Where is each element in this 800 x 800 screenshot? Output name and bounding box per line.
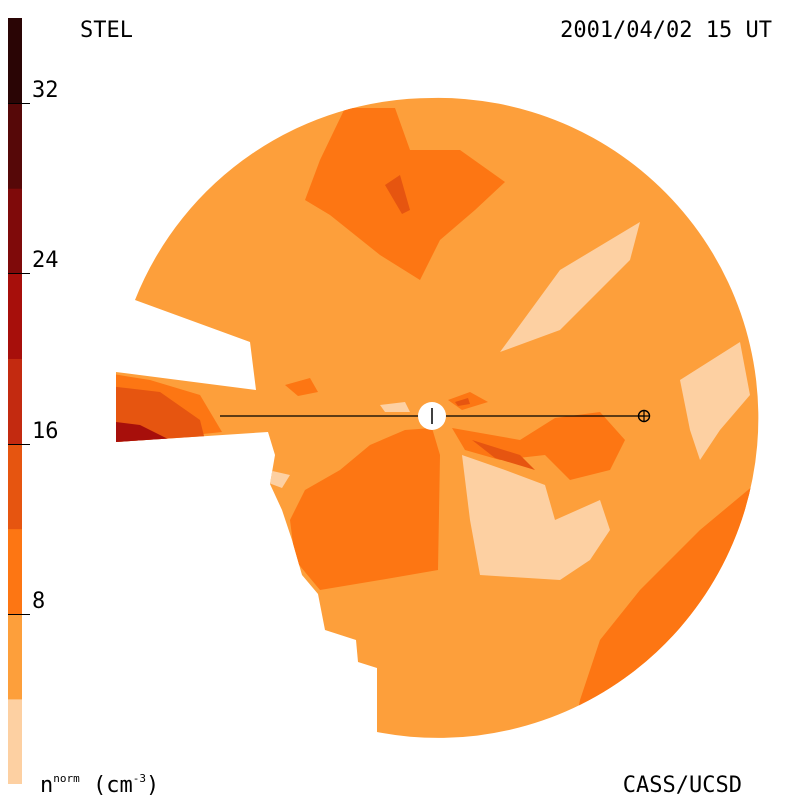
- colorbar-level-0: [8, 698, 22, 784]
- colorbar-tick-mark: [8, 443, 30, 445]
- colorbar-level-2: [8, 528, 22, 615]
- instrument-label: STEL: [80, 18, 133, 43]
- colorbar-tick-mark: [8, 273, 30, 275]
- colorbar-level-1: [8, 613, 22, 700]
- contour-region: [472, 440, 535, 470]
- contour-region: [385, 175, 410, 214]
- colorbar-tick-label: 32: [32, 78, 59, 104]
- contour-region: [455, 398, 470, 406]
- unit-close: ): [145, 773, 160, 798]
- credit-label: CASS/UCSD: [622, 773, 742, 798]
- contour-region: [452, 412, 625, 480]
- contour-region: [285, 378, 318, 396]
- contour-region: [680, 342, 750, 460]
- colorbar-tick-mark: [8, 103, 30, 105]
- colorbar-tick-mark: [8, 613, 30, 615]
- colorbar-level-8: [8, 18, 22, 104]
- unit-sup: norm: [53, 772, 80, 785]
- colorbar-level-3: [8, 443, 22, 530]
- colorbar-unit-label: nnorm (cm-3): [40, 772, 159, 798]
- colorbar-tick-label: 8: [32, 588, 46, 614]
- colorbar-level-7: [8, 103, 22, 189]
- datetime-label: 2001/04/02 15 UT: [560, 18, 772, 43]
- unit-rest: (cm: [79, 773, 133, 798]
- colorbar: [8, 18, 22, 784]
- unit-base: n: [40, 773, 54, 798]
- earth-marker-icon: [637, 409, 651, 423]
- contour-region: [500, 222, 640, 352]
- contour-region: [290, 428, 440, 590]
- unit-exp: -3: [132, 772, 146, 785]
- colorbar-tick-label: 24: [32, 248, 59, 274]
- colorbar-tick-label: 16: [32, 418, 59, 444]
- colorbar-level-4: [8, 358, 22, 445]
- colorbar-level-6: [8, 188, 22, 274]
- contour-region: [380, 402, 410, 412]
- contour-region: [266, 470, 290, 488]
- contour-region: [462, 455, 610, 580]
- colorbar-level-5: [8, 273, 22, 359]
